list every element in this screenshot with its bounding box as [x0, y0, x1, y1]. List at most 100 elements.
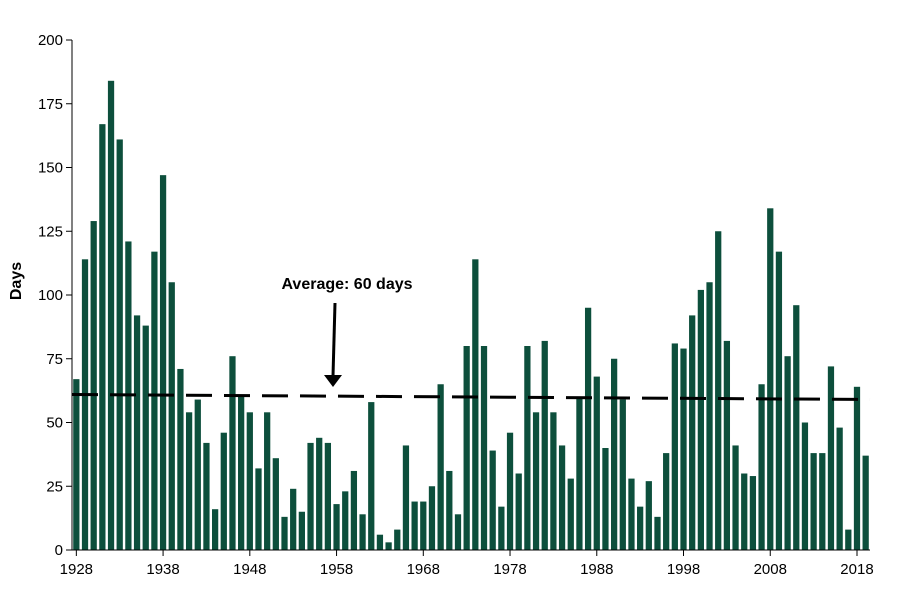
bar: [489, 450, 496, 550]
bar: [238, 397, 245, 550]
bar: [715, 231, 722, 550]
y-axis-title: Days: [8, 262, 25, 300]
bar: [99, 124, 106, 551]
bar: [862, 455, 869, 550]
y-tick-label: 125: [38, 223, 63, 240]
bar: [394, 529, 401, 550]
x-tick-label: 1998: [667, 561, 700, 578]
bar: [437, 384, 444, 550]
bar: [767, 208, 774, 551]
bar: [775, 251, 783, 550]
bar: [411, 501, 418, 550]
x-tick-label: 1938: [146, 561, 179, 578]
x-tick-label: 1988: [580, 561, 613, 578]
bar: [645, 481, 652, 550]
bar: [446, 470, 453, 550]
bar: [185, 412, 193, 550]
bar: [385, 542, 392, 550]
bar: [584, 307, 592, 550]
bar: [663, 453, 670, 550]
bar: [706, 282, 713, 550]
bar: [376, 534, 384, 550]
bar: [480, 346, 488, 550]
bar: [784, 356, 791, 550]
bar: [298, 511, 305, 550]
bar: [810, 453, 817, 550]
average-annotation: Average: 60 days: [281, 276, 412, 293]
bar: [793, 305, 800, 550]
x-tick-label: 1968: [407, 561, 440, 578]
bar: [689, 315, 696, 550]
bar: [827, 366, 835, 550]
x-tick-label: 1978: [493, 561, 526, 578]
bar: [316, 437, 323, 550]
bar: [524, 346, 531, 550]
bar: [498, 506, 505, 550]
bar: [801, 422, 809, 550]
bar: [836, 427, 843, 550]
bar: [680, 348, 687, 550]
bar: [541, 340, 548, 550]
bar: [697, 289, 704, 550]
y-tick-label: 0: [55, 542, 63, 559]
bar: [229, 356, 236, 550]
bar: [558, 445, 566, 550]
bar: [90, 221, 97, 551]
x-tick-label: 1948: [233, 561, 266, 578]
x-tick-label: 1928: [60, 561, 93, 578]
bar: [402, 445, 410, 550]
bar: [133, 315, 141, 550]
bar: [307, 442, 314, 550]
bar: [723, 340, 731, 550]
bar: [819, 453, 826, 550]
bar: [853, 386, 861, 550]
bar: [593, 376, 600, 550]
bar: [142, 325, 149, 550]
bar: [246, 412, 253, 550]
x-tick-label: 2018: [840, 561, 873, 578]
bar: [749, 476, 757, 550]
bar: [420, 501, 427, 550]
y-tick-label: 200: [38, 32, 63, 49]
bar: [845, 529, 852, 550]
bar: [654, 516, 661, 550]
y-tick-label: 175: [38, 96, 63, 113]
y-tick-label: 100: [38, 287, 63, 304]
bar: [671, 343, 678, 550]
x-tick-label: 2008: [754, 561, 787, 578]
average-line: [71, 393, 871, 401]
bar: [550, 412, 557, 550]
bar: [463, 346, 470, 550]
bar: [567, 478, 574, 550]
bar: [350, 470, 358, 550]
bar: [342, 491, 349, 550]
bar: [81, 259, 89, 550]
bars-group: [73, 80, 869, 551]
bar: [255, 468, 262, 550]
bar: [203, 442, 210, 550]
bar: [637, 506, 644, 550]
bar: [159, 175, 167, 550]
bar: [212, 509, 219, 550]
bar: [576, 397, 583, 550]
bar: [220, 432, 227, 550]
average-arrow-head: [324, 375, 342, 387]
bar: [73, 379, 80, 550]
bar: [359, 514, 366, 550]
x-axis: 1928 1938 1948 1958 1968 1978 1988 1998 2008 2018: [60, 549, 874, 578]
bar: [107, 80, 115, 551]
bar: [324, 442, 332, 550]
bar: [506, 432, 514, 550]
bar: [428, 486, 436, 550]
bar: [732, 445, 739, 550]
bar: [472, 259, 479, 550]
bar: [368, 402, 375, 550]
bar: [281, 516, 288, 550]
x-tick-label: 1958: [320, 561, 353, 578]
bar: [272, 458, 279, 550]
bar: [628, 478, 635, 550]
bar: [177, 368, 184, 550]
bar: [602, 448, 609, 550]
y-tick-label: 25: [46, 478, 63, 495]
